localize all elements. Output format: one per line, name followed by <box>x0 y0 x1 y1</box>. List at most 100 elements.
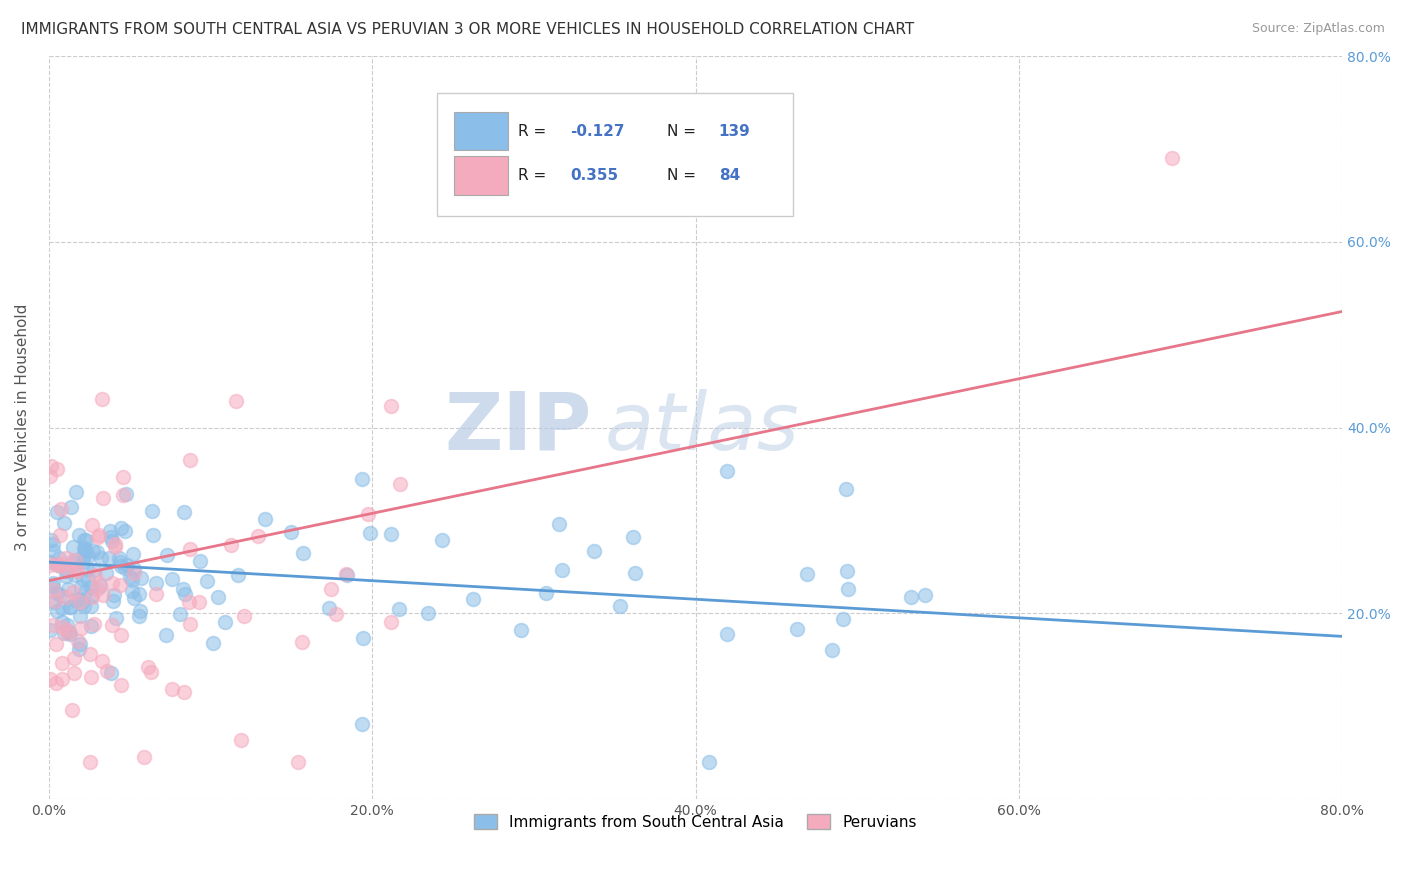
Point <box>51 615 73 629</box>
Point <box>46 558 69 572</box>
Point <box>121 573 143 587</box>
Point <box>42 544 65 558</box>
Point <box>114 524 136 539</box>
Text: ZIP: ZIP <box>444 389 592 467</box>
Point <box>139 665 162 679</box>
Point <box>624 566 647 580</box>
Point <box>173 685 195 699</box>
Point <box>48 558 70 573</box>
Point <box>86 582 108 596</box>
Point <box>49 588 72 602</box>
Point <box>59 500 82 514</box>
Point <box>83 563 105 577</box>
Point <box>55 569 77 583</box>
Point <box>336 567 359 582</box>
Point <box>83 617 105 632</box>
Point <box>117 558 139 572</box>
Point <box>129 571 152 585</box>
Point <box>115 487 138 501</box>
Point <box>69 637 91 651</box>
Point <box>547 516 569 531</box>
Point <box>63 553 86 567</box>
Point <box>128 587 150 601</box>
Point <box>134 750 156 764</box>
Point <box>214 615 236 630</box>
Point <box>72 555 94 569</box>
Point <box>837 582 859 596</box>
Point <box>837 564 859 578</box>
Point <box>173 586 195 600</box>
Point <box>62 665 84 680</box>
Point <box>160 681 183 696</box>
Point <box>73 541 96 555</box>
Point <box>80 590 103 604</box>
Point <box>101 533 124 548</box>
Point <box>41 579 63 593</box>
Point <box>55 551 77 566</box>
Point <box>49 502 72 516</box>
Point <box>716 464 738 478</box>
Point <box>142 528 165 542</box>
Point <box>46 603 69 617</box>
Point <box>247 529 270 543</box>
Point <box>45 505 67 519</box>
Point <box>98 524 121 538</box>
Point <box>179 616 201 631</box>
Text: R =: R = <box>519 169 551 183</box>
Text: IMMIGRANTS FROM SOUTH CENTRAL ASIA VS PERUVIAN 3 OR MORE VEHICLES IN HOUSEHOLD C: IMMIGRANTS FROM SOUTH CENTRAL ASIA VS PE… <box>21 22 914 37</box>
Point <box>110 628 132 642</box>
Point <box>551 563 574 577</box>
Point <box>321 582 343 597</box>
Point <box>145 587 167 601</box>
Point <box>56 626 79 640</box>
Text: N =: N = <box>666 124 702 138</box>
Point <box>100 666 122 681</box>
Point <box>87 530 110 544</box>
Point <box>145 576 167 591</box>
Point <box>280 524 302 539</box>
Point <box>63 568 86 582</box>
Point <box>79 755 101 769</box>
Point <box>62 584 84 599</box>
Text: N =: N = <box>666 169 702 183</box>
Point <box>41 537 63 551</box>
Point <box>231 733 253 747</box>
Point <box>45 557 67 571</box>
Point <box>179 541 201 556</box>
Point <box>39 533 62 548</box>
Point <box>796 566 818 581</box>
Point <box>75 533 97 547</box>
Point <box>44 594 66 608</box>
Point <box>219 538 242 552</box>
Point <box>91 654 114 668</box>
Point <box>79 648 101 662</box>
Point <box>42 618 65 632</box>
Point <box>79 599 101 614</box>
Text: 84: 84 <box>718 169 740 183</box>
Point <box>90 551 112 566</box>
Point <box>42 582 65 597</box>
Point <box>59 599 82 614</box>
Point <box>51 620 73 634</box>
Text: 139: 139 <box>718 124 751 138</box>
Point <box>111 488 134 502</box>
Point <box>39 558 62 573</box>
Point <box>101 576 124 591</box>
Text: R =: R = <box>519 124 551 138</box>
Point <box>188 554 211 568</box>
Text: -0.127: -0.127 <box>569 124 624 138</box>
FancyBboxPatch shape <box>454 156 508 195</box>
Point <box>100 530 122 544</box>
Text: Source: ZipAtlas.com: Source: ZipAtlas.com <box>1251 22 1385 36</box>
Point <box>172 582 194 597</box>
Point <box>108 578 131 592</box>
Point <box>80 517 103 532</box>
Point <box>621 530 644 544</box>
Point <box>1161 151 1184 165</box>
Point <box>122 562 145 576</box>
Point <box>124 591 146 605</box>
Point <box>56 564 79 578</box>
Point <box>105 610 128 624</box>
Point <box>39 555 62 569</box>
Point <box>359 525 381 540</box>
